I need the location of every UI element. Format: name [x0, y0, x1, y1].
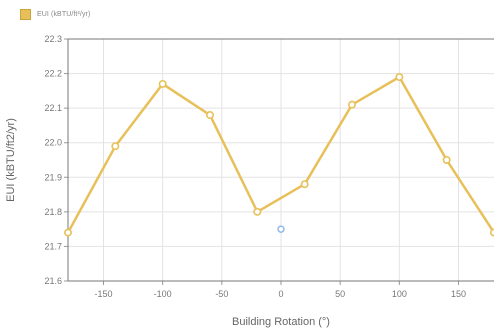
y-tick-label: 21.7 — [44, 241, 62, 251]
x-axis-title: Building Rotation (°) — [232, 316, 330, 328]
y-tick-label: 22.1 — [44, 103, 62, 113]
x-tick-label: -150 — [94, 289, 112, 299]
y-tick-label: 22.3 — [44, 34, 62, 44]
y-tick-label: 21.8 — [44, 207, 62, 217]
data-point — [111, 142, 120, 151]
markers — [277, 225, 285, 233]
data-point — [158, 79, 167, 88]
x-tick-label: 50 — [335, 289, 345, 299]
data-point — [442, 156, 451, 165]
x-tick-label: 100 — [392, 289, 407, 299]
data-point — [253, 207, 262, 216]
x-tick-label: -100 — [154, 289, 172, 299]
legend-label: EUI (kBTU/ft²/yr) — [37, 11, 91, 18]
axes — [64, 38, 494, 285]
x-tick-label: 150 — [451, 289, 466, 299]
data-point — [300, 180, 309, 189]
y-tick-label: 21.6 — [44, 276, 62, 286]
grid — [68, 38, 494, 282]
tick-labels: 21.6 21.7 21.8 21.9 22.0 22.1 22.2 22.3 -150 -100… — [44, 34, 466, 299]
data-point — [64, 228, 73, 237]
current-rotation-marker — [277, 225, 285, 233]
data-point — [206, 111, 215, 120]
y-tick-label: 21.9 — [44, 172, 62, 182]
series-line — [66, 75, 494, 234]
data-point — [395, 73, 404, 82]
data-point — [347, 100, 356, 109]
legend-swatch — [20, 9, 31, 20]
y-tick-label: 22.0 — [44, 138, 62, 148]
y-axis-title: EUI (kBTU/ft2/yr) — [5, 118, 17, 202]
x-tick-label: -50 — [215, 289, 228, 299]
y-tick-label: 22.2 — [44, 69, 62, 79]
x-tick-label: 0 — [278, 289, 283, 299]
legend: EUI (kBTU/ft²/yr) — [20, 9, 90, 20]
